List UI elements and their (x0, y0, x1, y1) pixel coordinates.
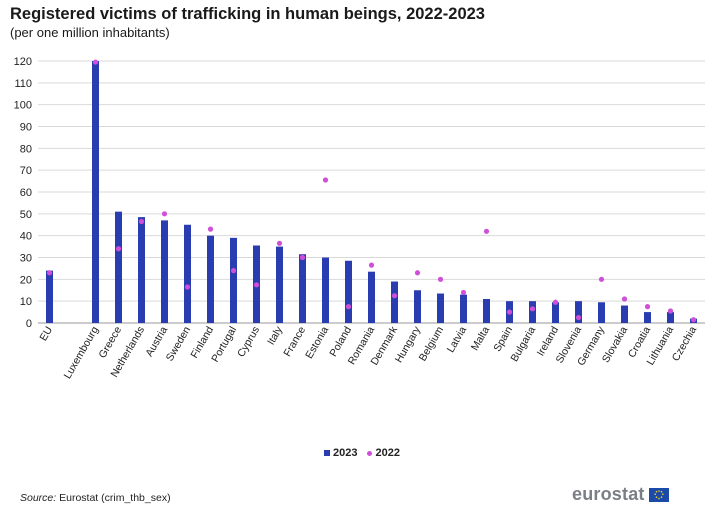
bar-2023 (207, 235, 214, 323)
legend-label-2022: 2022 (375, 447, 400, 459)
source-label: Source: (20, 492, 57, 504)
bar-2023 (230, 237, 237, 323)
dot-2022 (138, 218, 145, 225)
dot-2022 (575, 314, 582, 321)
dot-2022 (690, 317, 697, 323)
legend: 2023 2022 (324, 447, 400, 459)
bar-2023 (483, 298, 490, 323)
dot-2022 (368, 262, 375, 268)
source-text: Eurostat (crim_thb_sex) (56, 492, 171, 504)
x-tick-label: Italy (265, 324, 285, 347)
dot-2022 (253, 282, 260, 288)
legend-dot-swatch (367, 450, 373, 456)
bar-2023 (460, 294, 467, 323)
y-tick-label: 80 (20, 143, 32, 155)
x-tick-label: Estonia (303, 324, 331, 360)
bar-2023 (437, 293, 444, 323)
legend-label-2023: 2023 (333, 447, 358, 459)
dot-2022 (483, 228, 490, 234)
dot-2022 (621, 296, 628, 302)
dot-2022 (667, 308, 674, 314)
bar-2023 (299, 254, 306, 323)
bar-2023 (345, 260, 352, 323)
y-tick-label: 60 (20, 187, 32, 199)
y-tick-label: 90 (20, 122, 32, 134)
y-tick-label: 40 (20, 231, 32, 243)
bar-2023 (322, 257, 329, 323)
bar-2023 (644, 312, 651, 323)
dot-2022 (46, 270, 53, 276)
bar-2023 (414, 290, 421, 323)
x-tick-label: Spain (491, 324, 515, 353)
dot-2022 (598, 276, 605, 282)
dot-2022 (322, 177, 329, 183)
bar-2023 (92, 61, 99, 323)
bar-2023 (598, 302, 605, 323)
eu-flag-icon (648, 487, 669, 502)
chart-subtitle: (per one million inhabitants) (10, 25, 170, 40)
dot-2022 (161, 211, 168, 217)
bar-2023 (138, 217, 145, 323)
eurostat-logo: eurostat (572, 484, 669, 505)
dot-2022 (299, 254, 306, 261)
y-tick-label: 10 (20, 296, 32, 308)
dot-2022 (552, 299, 559, 305)
dot-2022 (184, 284, 191, 290)
dot-2022 (92, 59, 99, 65)
dot-2022 (230, 268, 237, 274)
x-tick-label: Latvia (445, 324, 469, 354)
bar-chart: 0 10 20 30 40 50 60 70 80 90 100 110 120 EU Luxembourg… (14, 56, 705, 381)
y-tick-label: 50 (20, 209, 32, 221)
dot-2022 (391, 293, 398, 299)
y-tick-label: 20 (20, 274, 32, 286)
source-note: Source: Eurostat (crim_thb_sex) (20, 492, 171, 504)
x-tick-label: Malta (469, 324, 492, 352)
bar-2023 (276, 246, 283, 323)
dot-2022 (115, 246, 122, 252)
legend-item-2023: 2023 (324, 447, 357, 459)
bar-2023 (552, 302, 559, 323)
dot-2022 (414, 270, 421, 276)
x-tick-label: Luxembourg (62, 324, 102, 381)
bar-2023 (529, 301, 536, 323)
dot-2022 (529, 306, 536, 312)
dot-2022 (345, 304, 352, 310)
dot-2022 (460, 289, 467, 296)
y-tick-label: 100 (14, 100, 32, 112)
bar-2023 (575, 301, 582, 323)
y-tick-label: 0 (26, 318, 32, 330)
bar-2023 (621, 305, 628, 323)
y-tick-label: 120 (14, 56, 32, 68)
bar-2023 (46, 270, 53, 323)
x-tick-label: Cyprus (235, 325, 262, 360)
dot-2022 (644, 304, 651, 310)
dot-2022 (437, 276, 444, 282)
dot-2022 (207, 226, 214, 232)
y-tick-label: 30 (20, 253, 32, 265)
y-tick-label: 110 (14, 78, 32, 90)
bar-2023 (161, 220, 168, 323)
y-tick-label: 70 (20, 165, 32, 177)
legend-item-2022: 2022 (367, 447, 400, 459)
logo-text: eurostat (572, 484, 645, 504)
chart-title: Registered victims of trafficking in hum… (10, 5, 485, 23)
x-tick-label: EU (37, 325, 55, 344)
bar-2023 (115, 211, 122, 323)
legend-bar-swatch (324, 450, 330, 456)
bar-2023 (184, 224, 191, 323)
dot-2022 (506, 309, 513, 315)
bar-2023 (391, 281, 398, 323)
dot-2022 (276, 240, 283, 246)
bar-2023 (368, 271, 375, 323)
bar-2023 (667, 312, 674, 323)
